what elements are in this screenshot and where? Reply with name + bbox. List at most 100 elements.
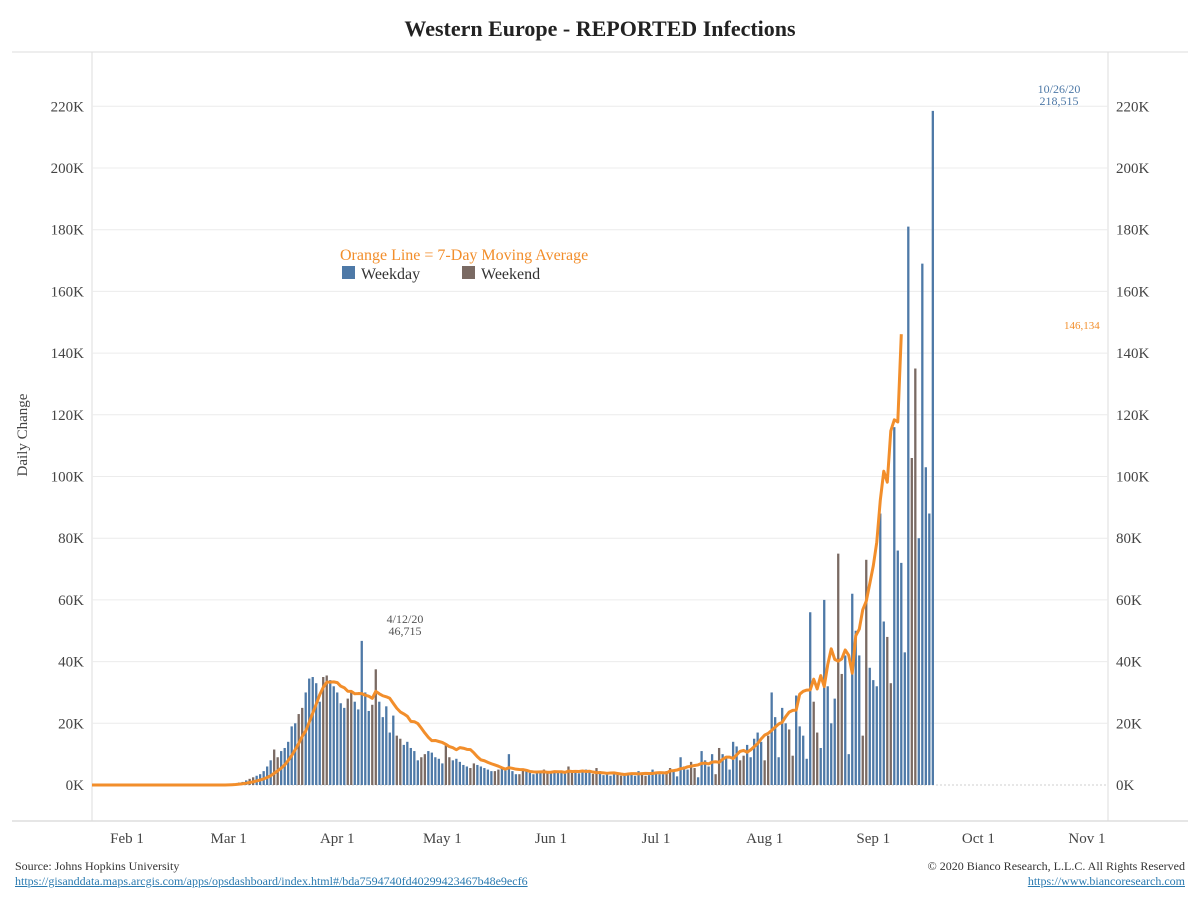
y-tick-label-left: 220K [51, 99, 85, 115]
bar [619, 775, 623, 785]
bar [745, 744, 749, 785]
bar [311, 677, 314, 785]
bar [584, 769, 588, 785]
bar [760, 741, 763, 785]
bar [928, 513, 931, 785]
bar [703, 760, 707, 785]
bar [353, 701, 356, 785]
bar [315, 683, 318, 785]
bar [826, 686, 829, 785]
bar [542, 769, 546, 785]
bar [374, 669, 377, 785]
bar [605, 772, 609, 785]
bar [784, 723, 787, 785]
bar [889, 683, 892, 785]
bar [392, 715, 395, 785]
bar [714, 774, 717, 785]
bar [479, 766, 483, 785]
bar [854, 630, 857, 785]
bar [819, 747, 822, 785]
x-tick-label: Aug 1 [746, 831, 783, 847]
x-tick-label: Mar 1 [211, 831, 247, 847]
bar [322, 677, 325, 785]
bar [427, 751, 430, 785]
bar [781, 707, 784, 786]
apr-peak-date: 4/12/20 [387, 612, 424, 626]
bar [437, 758, 440, 785]
y-tick-label-right: 120K [1116, 408, 1150, 424]
bar [756, 732, 759, 785]
bar [556, 771, 560, 785]
bar [500, 768, 504, 785]
bar [900, 562, 903, 785]
bar [577, 773, 581, 785]
bar [805, 758, 808, 785]
bar [574, 772, 577, 785]
bars-layer [223, 110, 934, 786]
bar [413, 751, 416, 785]
source-link[interactable]: https://gisanddata.maps.arcgis.com/apps/… [15, 874, 528, 888]
x-tick-label: Jul 1 [642, 831, 671, 847]
bar [399, 738, 402, 785]
bar [791, 755, 794, 785]
bar [749, 757, 752, 785]
bar [269, 760, 272, 785]
oct-peak-value: 218,515 [1040, 94, 1079, 108]
bar [882, 621, 885, 785]
x-tick-label: Jun 1 [535, 831, 567, 847]
bar [595, 768, 598, 785]
bar [840, 673, 843, 785]
bar [602, 775, 605, 785]
y-axis-title: Daily Change [15, 393, 31, 476]
bar [795, 695, 798, 785]
bar [640, 772, 644, 785]
x-tick-label: Feb 1 [110, 831, 144, 847]
copyright-text: © 2020 Bianco Research, L.L.C. All Right… [927, 859, 1185, 873]
bar [770, 692, 773, 785]
bar [830, 723, 833, 785]
y-tick-label-left: 180K [51, 223, 85, 239]
bar [844, 655, 847, 785]
bar [430, 752, 433, 785]
bar [921, 263, 924, 785]
bar [689, 761, 693, 785]
bar [910, 457, 913, 785]
bar [560, 772, 563, 785]
legend-weekday-label: Weekday [361, 266, 420, 283]
bar [812, 701, 815, 785]
bar [420, 757, 423, 785]
bar [865, 559, 868, 785]
site-link[interactable]: https://www.biancoresearch.com [1027, 874, 1185, 888]
bar [686, 769, 689, 785]
bar [903, 652, 906, 785]
bar [455, 758, 458, 785]
bar [388, 732, 391, 785]
bar [339, 703, 342, 785]
bar [332, 686, 335, 785]
bar [511, 771, 514, 785]
bar [336, 692, 339, 785]
legend-weekday-swatch [342, 266, 355, 279]
bar [528, 772, 532, 785]
bar [798, 726, 801, 785]
bar [525, 771, 528, 785]
bar [616, 774, 619, 785]
bar [371, 704, 374, 785]
bar [917, 538, 920, 785]
bar [767, 735, 770, 785]
bar [273, 749, 276, 785]
y-tick-label-right: 0K [1116, 778, 1135, 794]
bar [294, 723, 297, 785]
bar [710, 754, 714, 785]
bar [753, 738, 756, 785]
chart-title: Western Europe - REPORTED Infections [404, 16, 796, 41]
bar [469, 768, 472, 785]
bar [350, 692, 353, 785]
bar [728, 769, 731, 785]
bar [357, 709, 360, 785]
bar [731, 741, 735, 785]
bar [266, 766, 269, 785]
bar [535, 773, 539, 785]
plot-frame [12, 51, 1188, 822]
